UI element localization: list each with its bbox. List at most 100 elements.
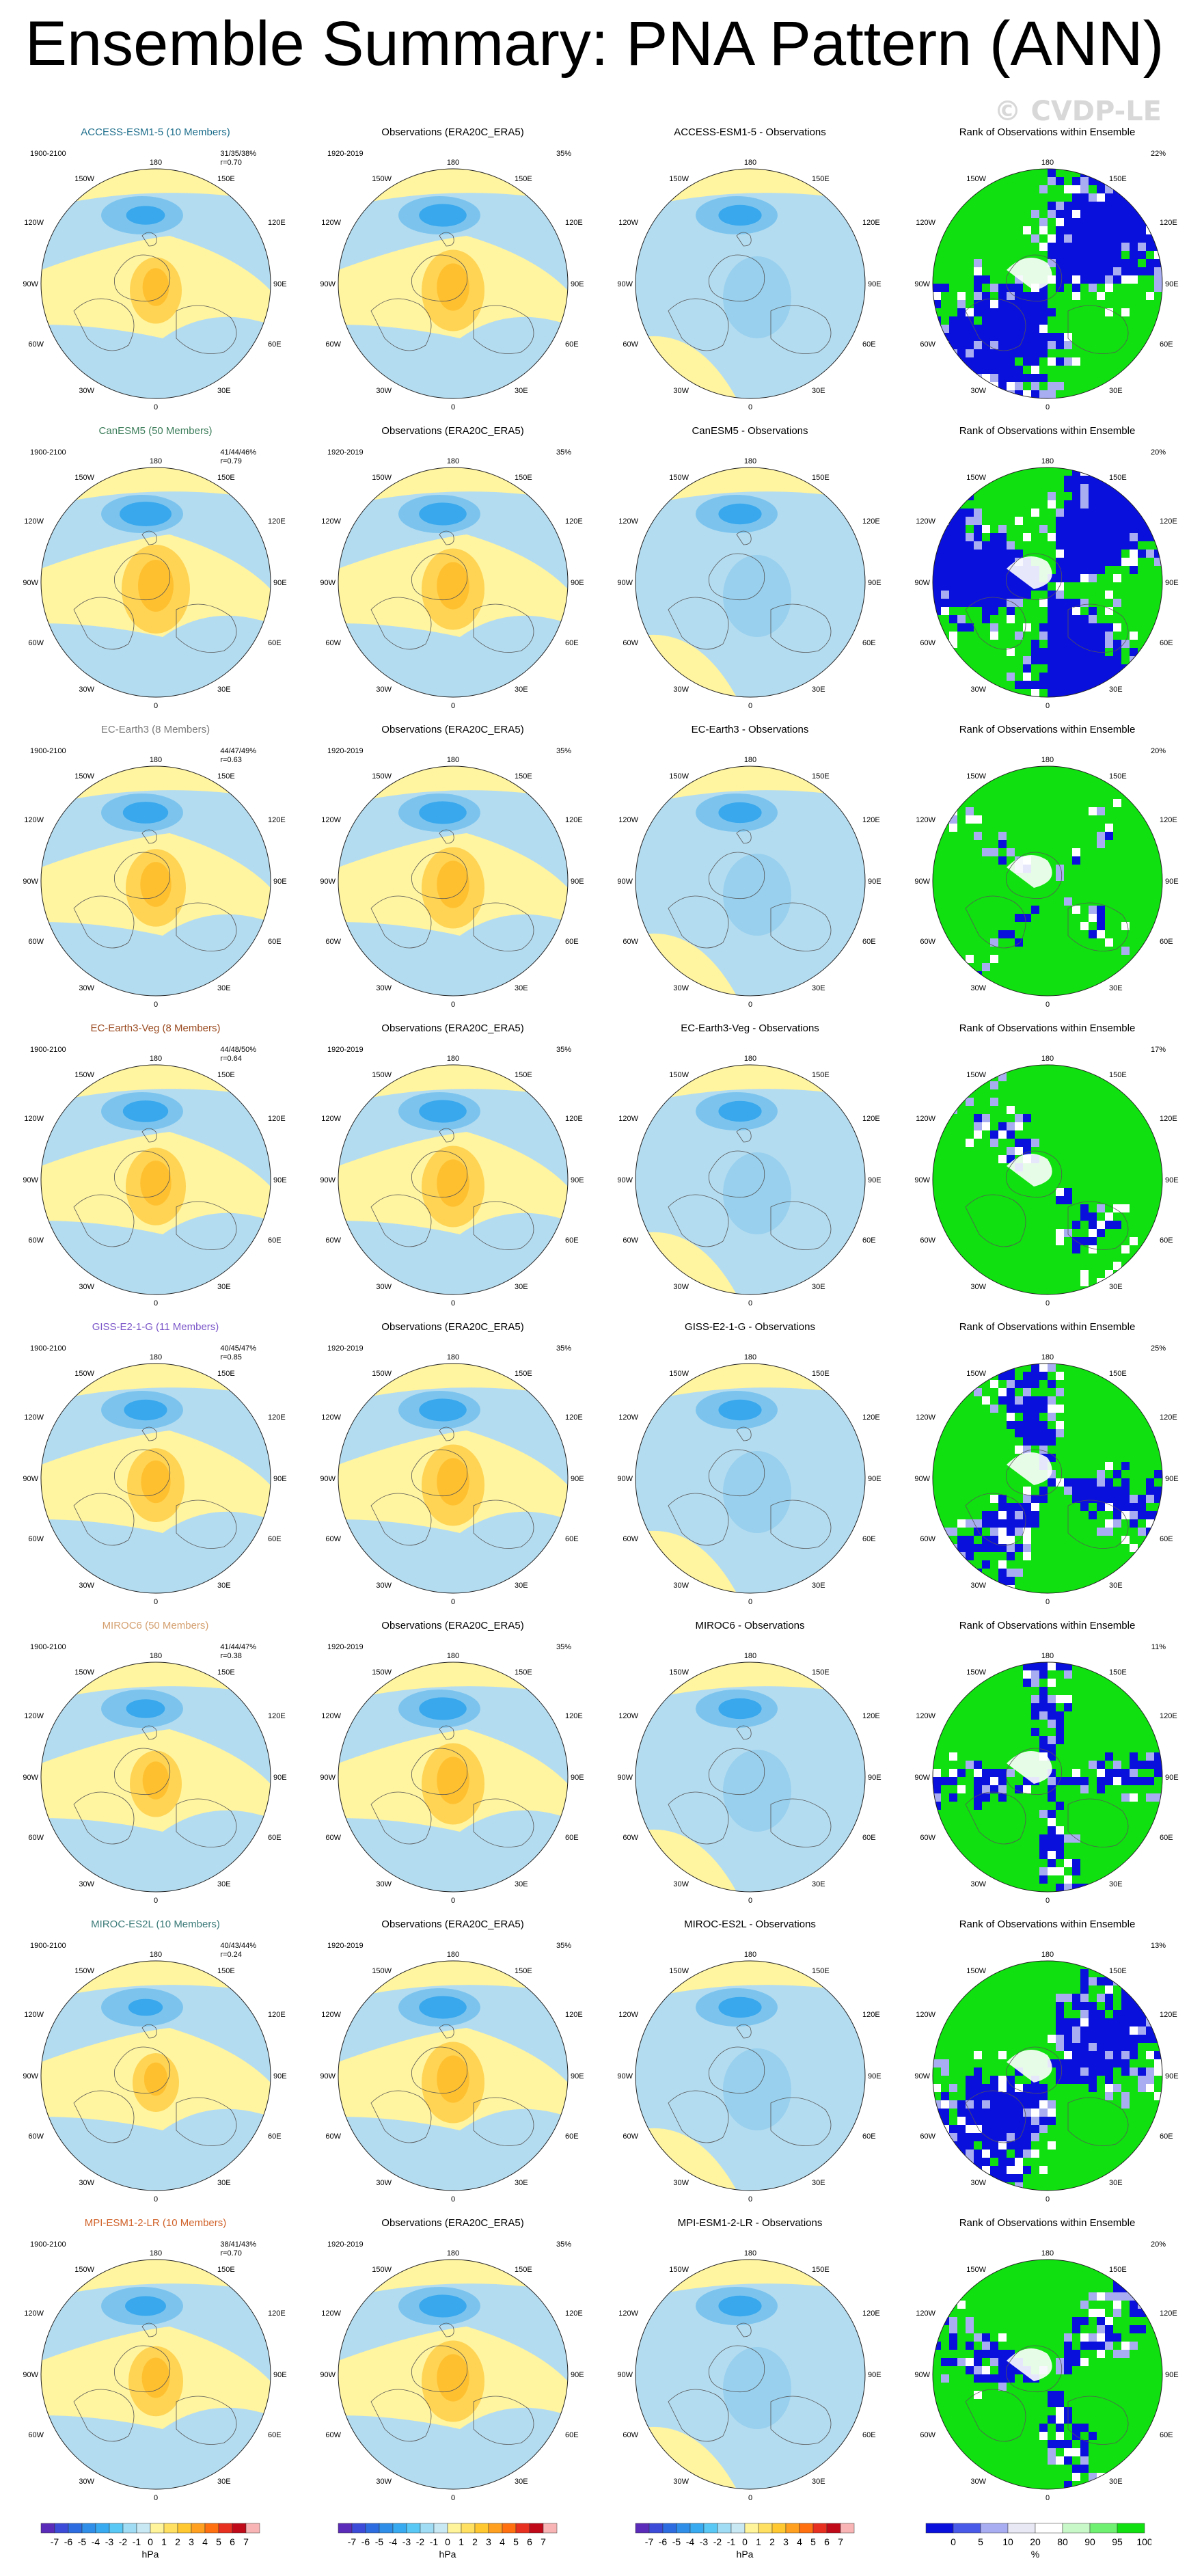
rank-cell <box>1064 226 1072 234</box>
colorbar-tick: -2 <box>119 2536 128 2547</box>
colorbar-swatch <box>648 2523 664 2534</box>
rank-cell <box>1089 914 1097 922</box>
colorbar-swatch <box>191 2523 206 2534</box>
rank-cell <box>1105 2002 1113 2010</box>
longitude-label: 180 <box>744 1951 756 1959</box>
rank-cell <box>998 2158 1007 2166</box>
colorbar-swatch <box>676 2523 691 2534</box>
rank-cell <box>998 2182 1007 2191</box>
longitude-label: 120W <box>916 517 935 526</box>
rank-cell <box>1146 476 1154 484</box>
rank-cell <box>1113 243 1121 251</box>
rank-cell <box>1056 664 1064 673</box>
rank-cell <box>1064 234 1072 243</box>
rank-cell <box>1130 1495 1138 1503</box>
rank-cell <box>1048 202 1056 210</box>
rank-cell <box>1080 509 1089 517</box>
rank-cell <box>933 783 941 791</box>
rank-cell <box>1146 2260 1154 2268</box>
rank-cell <box>1056 1720 1064 1728</box>
longitude-label: 30W <box>376 2478 392 2486</box>
rank-cell <box>1097 840 1105 848</box>
rank-cell <box>1146 1511 1154 1519</box>
rank-cell <box>1048 1777 1056 1785</box>
rank-cell <box>998 1130 1007 1139</box>
rank-cell <box>1138 1270 1146 1278</box>
difference-field <box>723 2048 791 2130</box>
rank-cell <box>1048 2415 1056 2424</box>
longitude-label: 90E <box>1165 878 1179 886</box>
longitude-label: 180 <box>1041 1951 1054 1959</box>
rank-cell <box>949 374 957 382</box>
rank-cell <box>1072 218 1080 226</box>
rank-cell <box>966 1139 974 1147</box>
rank-cell <box>982 574 990 582</box>
rank-cell <box>1113 492 1121 500</box>
colorbar-swatch <box>379 2523 394 2534</box>
rank-cell <box>990 300 998 308</box>
rank-cell <box>1007 1503 1015 1511</box>
rank-cell <box>998 599 1007 607</box>
rank-cell <box>1080 623 1089 632</box>
rank-cell <box>1072 673 1080 681</box>
rank-cell <box>1130 492 1138 500</box>
longitude-label: 120W <box>618 517 638 526</box>
rank-cell <box>974 533 982 541</box>
longitude-label: 30E <box>812 1283 825 1291</box>
rank-cell <box>1015 374 1023 382</box>
pct-variance-stats: 31/35/38% r=0.70 <box>220 150 256 167</box>
rank-cell <box>974 1122 982 1130</box>
rank-cell <box>966 2366 974 2374</box>
map-boundary <box>932 765 1163 996</box>
rank-cell <box>966 2125 974 2133</box>
longitude-label: 30W <box>673 1880 689 1888</box>
observations-panel: 180 0 150W 150E 120W 120E 90W 90E 60W 60E 30W 30E Ob… <box>304 1022 601 1323</box>
difference-panel: 180 0 150W 150E 120W 120E 90W 90E 60W 60E 30W 30E EC… <box>601 1022 899 1323</box>
rank-cell <box>1023 1388 1031 1396</box>
longitude-label: 30E <box>1109 1582 1123 1590</box>
longitude-label: 0 <box>154 1299 158 1307</box>
rank-cell <box>1072 2358 1080 2366</box>
longitude-label: 60W <box>325 1535 341 1543</box>
rank-cell <box>1121 922 1130 930</box>
rank-cell <box>1130 1977 1138 1985</box>
rank-cell <box>1146 1752 1154 1761</box>
rank-cell <box>1089 574 1097 582</box>
rank-cell <box>1056 1802 1064 1810</box>
rank-cell <box>1015 1380 1023 1388</box>
rank-cell <box>933 2084 941 2092</box>
rank-cell <box>1031 325 1039 333</box>
longitude-label: 30E <box>217 1880 231 1888</box>
coastline <box>176 902 237 951</box>
rank-cell <box>1130 791 1138 799</box>
longitude-label: 120W <box>24 1115 44 1123</box>
rank-cell <box>1105 824 1113 832</box>
rank-cell <box>1130 275 1138 284</box>
rank-cell <box>933 1569 941 1577</box>
rank-cell <box>1113 1495 1121 1503</box>
rank-cell <box>974 308 982 316</box>
longitude-label: 120W <box>618 2309 638 2318</box>
longitude-label: 90W <box>23 1176 38 1184</box>
rank-cell <box>974 2150 982 2158</box>
longitude-label: 120E <box>1160 816 1177 824</box>
rank-cell <box>1015 1785 1023 1793</box>
longitude-label: 60E <box>565 1236 579 1245</box>
longitude-label: 30E <box>812 984 825 992</box>
longitude-label: 150W <box>966 1668 986 1677</box>
longitude-label: 120W <box>24 2011 44 2019</box>
rank-cell <box>1130 1752 1138 1761</box>
rank-cell <box>982 550 990 558</box>
rank-cell <box>998 582 1007 591</box>
rank-cell <box>1121 664 1130 673</box>
rank-cell <box>957 599 966 607</box>
longitude-label: 60E <box>268 1236 282 1245</box>
rank-cell <box>1015 2100 1023 2109</box>
rank-cell <box>1039 1810 1048 1818</box>
rank-cell <box>1097 1777 1105 1785</box>
rank-cell <box>1007 1577 1015 1585</box>
longitude-label: 150W <box>74 474 94 482</box>
longitude-label: 60E <box>1160 938 1173 946</box>
years-label: 1900-2100 <box>30 150 66 158</box>
rank-cell <box>990 316 998 325</box>
